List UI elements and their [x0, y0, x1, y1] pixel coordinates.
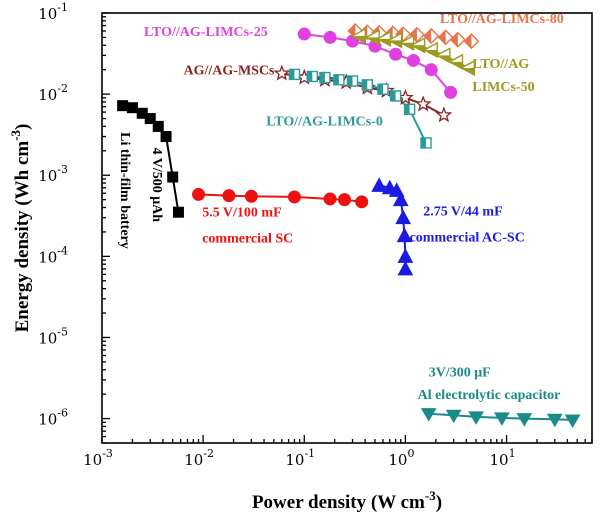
data-point	[397, 260, 414, 276]
x-tick-label: 10-2	[184, 447, 214, 469]
data-point	[319, 71, 331, 84]
series-markers	[297, 27, 458, 99]
data-point	[448, 53, 464, 71]
series-annotation: 3V/300 μF	[429, 366, 491, 381]
data-point	[424, 63, 438, 77]
data-point	[167, 171, 179, 183]
data-point	[420, 137, 432, 149]
data-point	[389, 47, 403, 61]
data-point	[392, 191, 409, 207]
data-point	[338, 193, 352, 207]
data-point	[445, 409, 462, 424]
data-point	[350, 27, 366, 45]
series-annotation: 5.5 V/100 mF	[202, 206, 281, 221]
series-markers	[117, 100, 184, 218]
data-point	[410, 37, 426, 54]
series-annotation: LIMCs-50	[472, 80, 534, 95]
data-point	[564, 414, 581, 429]
data-point	[192, 187, 206, 201]
data-point	[306, 70, 318, 83]
series-markers	[371, 177, 414, 276]
data-point	[423, 28, 440, 45]
data-point	[494, 412, 510, 426]
data-point	[287, 190, 301, 204]
data-point	[172, 206, 184, 218]
data-point	[222, 189, 236, 203]
data-point	[459, 59, 476, 77]
series-annotation: 2.75 V/44 mF	[423, 204, 502, 219]
series-markers	[273, 64, 453, 123]
data-point	[546, 413, 563, 428]
data-point	[160, 131, 172, 143]
x-tick-label: 100	[388, 447, 414, 469]
data-point	[377, 83, 389, 95]
data-point	[435, 47, 451, 64]
series-annotation: commercial SC	[202, 232, 293, 247]
series-annotation: Al electrolytic capacitor	[418, 388, 561, 403]
data-point	[463, 33, 480, 50]
data-point	[297, 27, 311, 41]
data-point	[117, 100, 129, 112]
plot-frame	[101, 12, 593, 444]
data-point	[361, 79, 373, 91]
y-tick-label: 10-4	[38, 244, 68, 266]
y-tick-label: 10-6	[38, 407, 68, 429]
data-point	[355, 195, 369, 209]
series-markers	[350, 27, 476, 77]
data-point	[435, 106, 453, 123]
data-point	[288, 68, 301, 81]
series-markers	[420, 408, 581, 429]
data-point	[516, 413, 533, 427]
series-annotation: LTO//AG	[472, 57, 529, 72]
data-point	[468, 411, 484, 425]
data-point	[437, 29, 454, 46]
series-annotation: LTO//AG-LIMCs-80	[440, 12, 564, 27]
series-annotation: commercial AC-SC	[410, 230, 525, 245]
series-annotation: AG//AG-MSCs	[184, 63, 276, 78]
data-point	[323, 30, 337, 44]
data-point	[396, 227, 413, 243]
x-axis-title: Power density (W cm-3)	[252, 488, 442, 513]
x-tick-label: 10-3	[83, 447, 113, 469]
data-point	[346, 75, 359, 87]
data-point	[371, 177, 387, 192]
data-point	[395, 209, 411, 225]
data-point	[422, 41, 438, 59]
data-point	[387, 32, 403, 49]
data-point	[399, 34, 415, 51]
y-tick-label: 10-5	[38, 325, 68, 347]
data-point	[406, 53, 420, 67]
data-point	[414, 95, 432, 112]
series-markers	[288, 68, 432, 149]
data-point	[244, 189, 258, 203]
series-markers	[192, 187, 369, 209]
data-point	[420, 408, 437, 422]
data-point	[397, 248, 414, 263]
data-point	[333, 74, 345, 86]
x-tick-label: 10-1	[285, 447, 315, 469]
x-tick-label: 101	[489, 447, 515, 469]
data-point	[389, 90, 402, 102]
data-point	[152, 120, 164, 132]
y-tick-label: 10-2	[38, 82, 68, 104]
data-point	[449, 31, 466, 48]
series-annotation: 4 V/500 μAh	[149, 148, 164, 223]
data-point	[144, 113, 156, 125]
data-point	[126, 102, 138, 114]
y-tick-label: 10-1	[38, 1, 68, 23]
y-axis-title: Energy density (Wh cm-3)	[8, 124, 33, 333]
y-tick-label: 10-3	[38, 163, 68, 185]
series-annotation: LTO//AG-LIMCs-25	[144, 25, 268, 40]
data-point	[323, 192, 337, 206]
data-point	[444, 85, 458, 99]
data-point	[403, 103, 416, 115]
series-annotation: Li thin-film battery	[117, 132, 132, 249]
series-annotation: LTO//AG-LIMCs-0	[266, 115, 383, 130]
data-point	[273, 64, 291, 81]
